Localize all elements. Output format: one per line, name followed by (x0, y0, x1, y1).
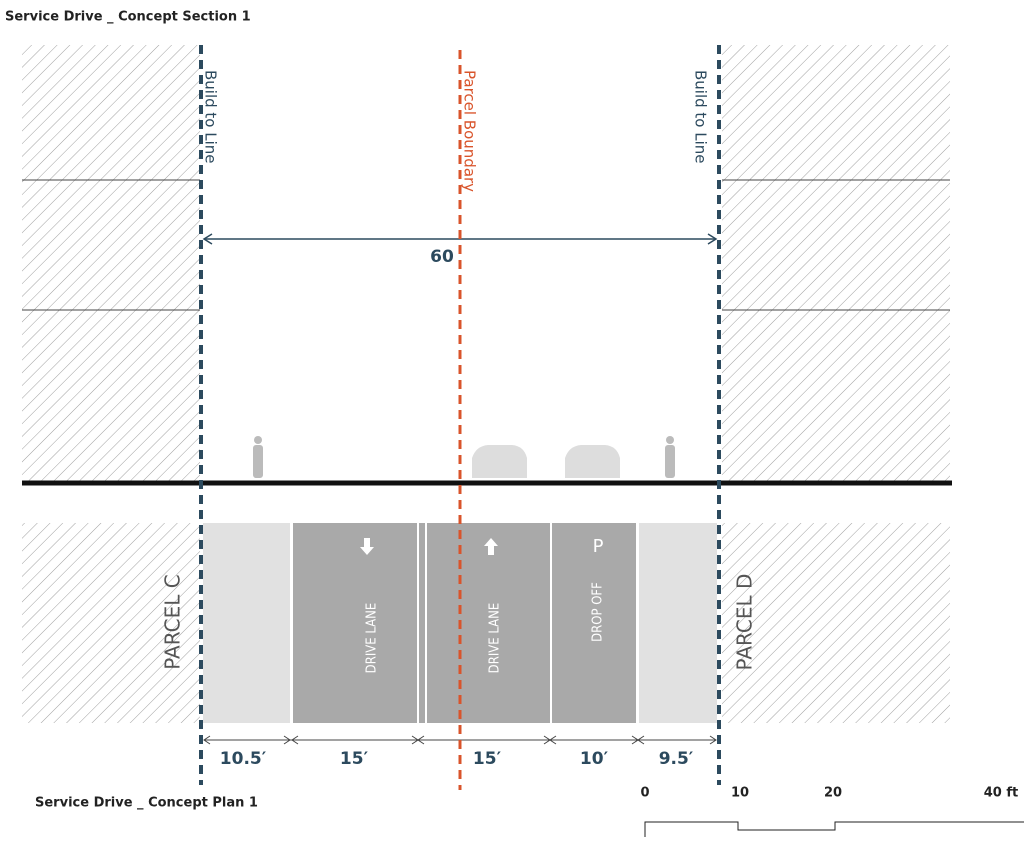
drop-off (552, 523, 636, 723)
lane-label: DRIVE LANE (488, 603, 503, 674)
parcel-label: PARCEL D (733, 574, 757, 671)
overall-width: 60 (430, 247, 454, 267)
dimension-label: 15′ (340, 749, 369, 769)
scale-label: 0 (640, 786, 649, 801)
scale-label: 20 (824, 786, 842, 801)
dimension-label: 10′ (580, 749, 609, 769)
silhouettes (253, 436, 675, 478)
building (22, 45, 200, 483)
floor-lines (22, 179, 950, 311)
build-to-line-label: Build to Line (692, 70, 710, 164)
lane-label: DRIVE LANE (365, 603, 380, 674)
section-title: Service Drive _ Concept Section 1 (5, 10, 251, 25)
building (722, 45, 950, 483)
parcel-area (722, 523, 950, 723)
dimension-label: 10.5′ (220, 749, 267, 769)
sidewalk (639, 523, 717, 723)
build-to-line-label: Build to Line (202, 70, 220, 164)
parcel-boundary-label: Parcel Boundary (461, 70, 479, 192)
sidewalk (203, 523, 290, 723)
scale-bar (644, 821, 1024, 837)
arrow-down (360, 538, 374, 555)
scale-label: 10 (731, 786, 749, 801)
dimension-label: 9.5′ (659, 749, 694, 769)
dimension-label: 15′ (473, 749, 502, 769)
parcel-area (22, 523, 200, 723)
drive-lane (427, 523, 550, 723)
plan-title: Service Drive _ Concept Plan 1 (35, 796, 258, 811)
median (419, 523, 425, 723)
scale-label: 40 ft (984, 786, 1019, 801)
arrow-up (484, 538, 498, 555)
parcel-label: PARCEL C (161, 574, 185, 669)
drive-lane (293, 523, 417, 723)
lane-label: DROP OFF (591, 582, 606, 642)
parking-symbol: P (593, 536, 604, 557)
